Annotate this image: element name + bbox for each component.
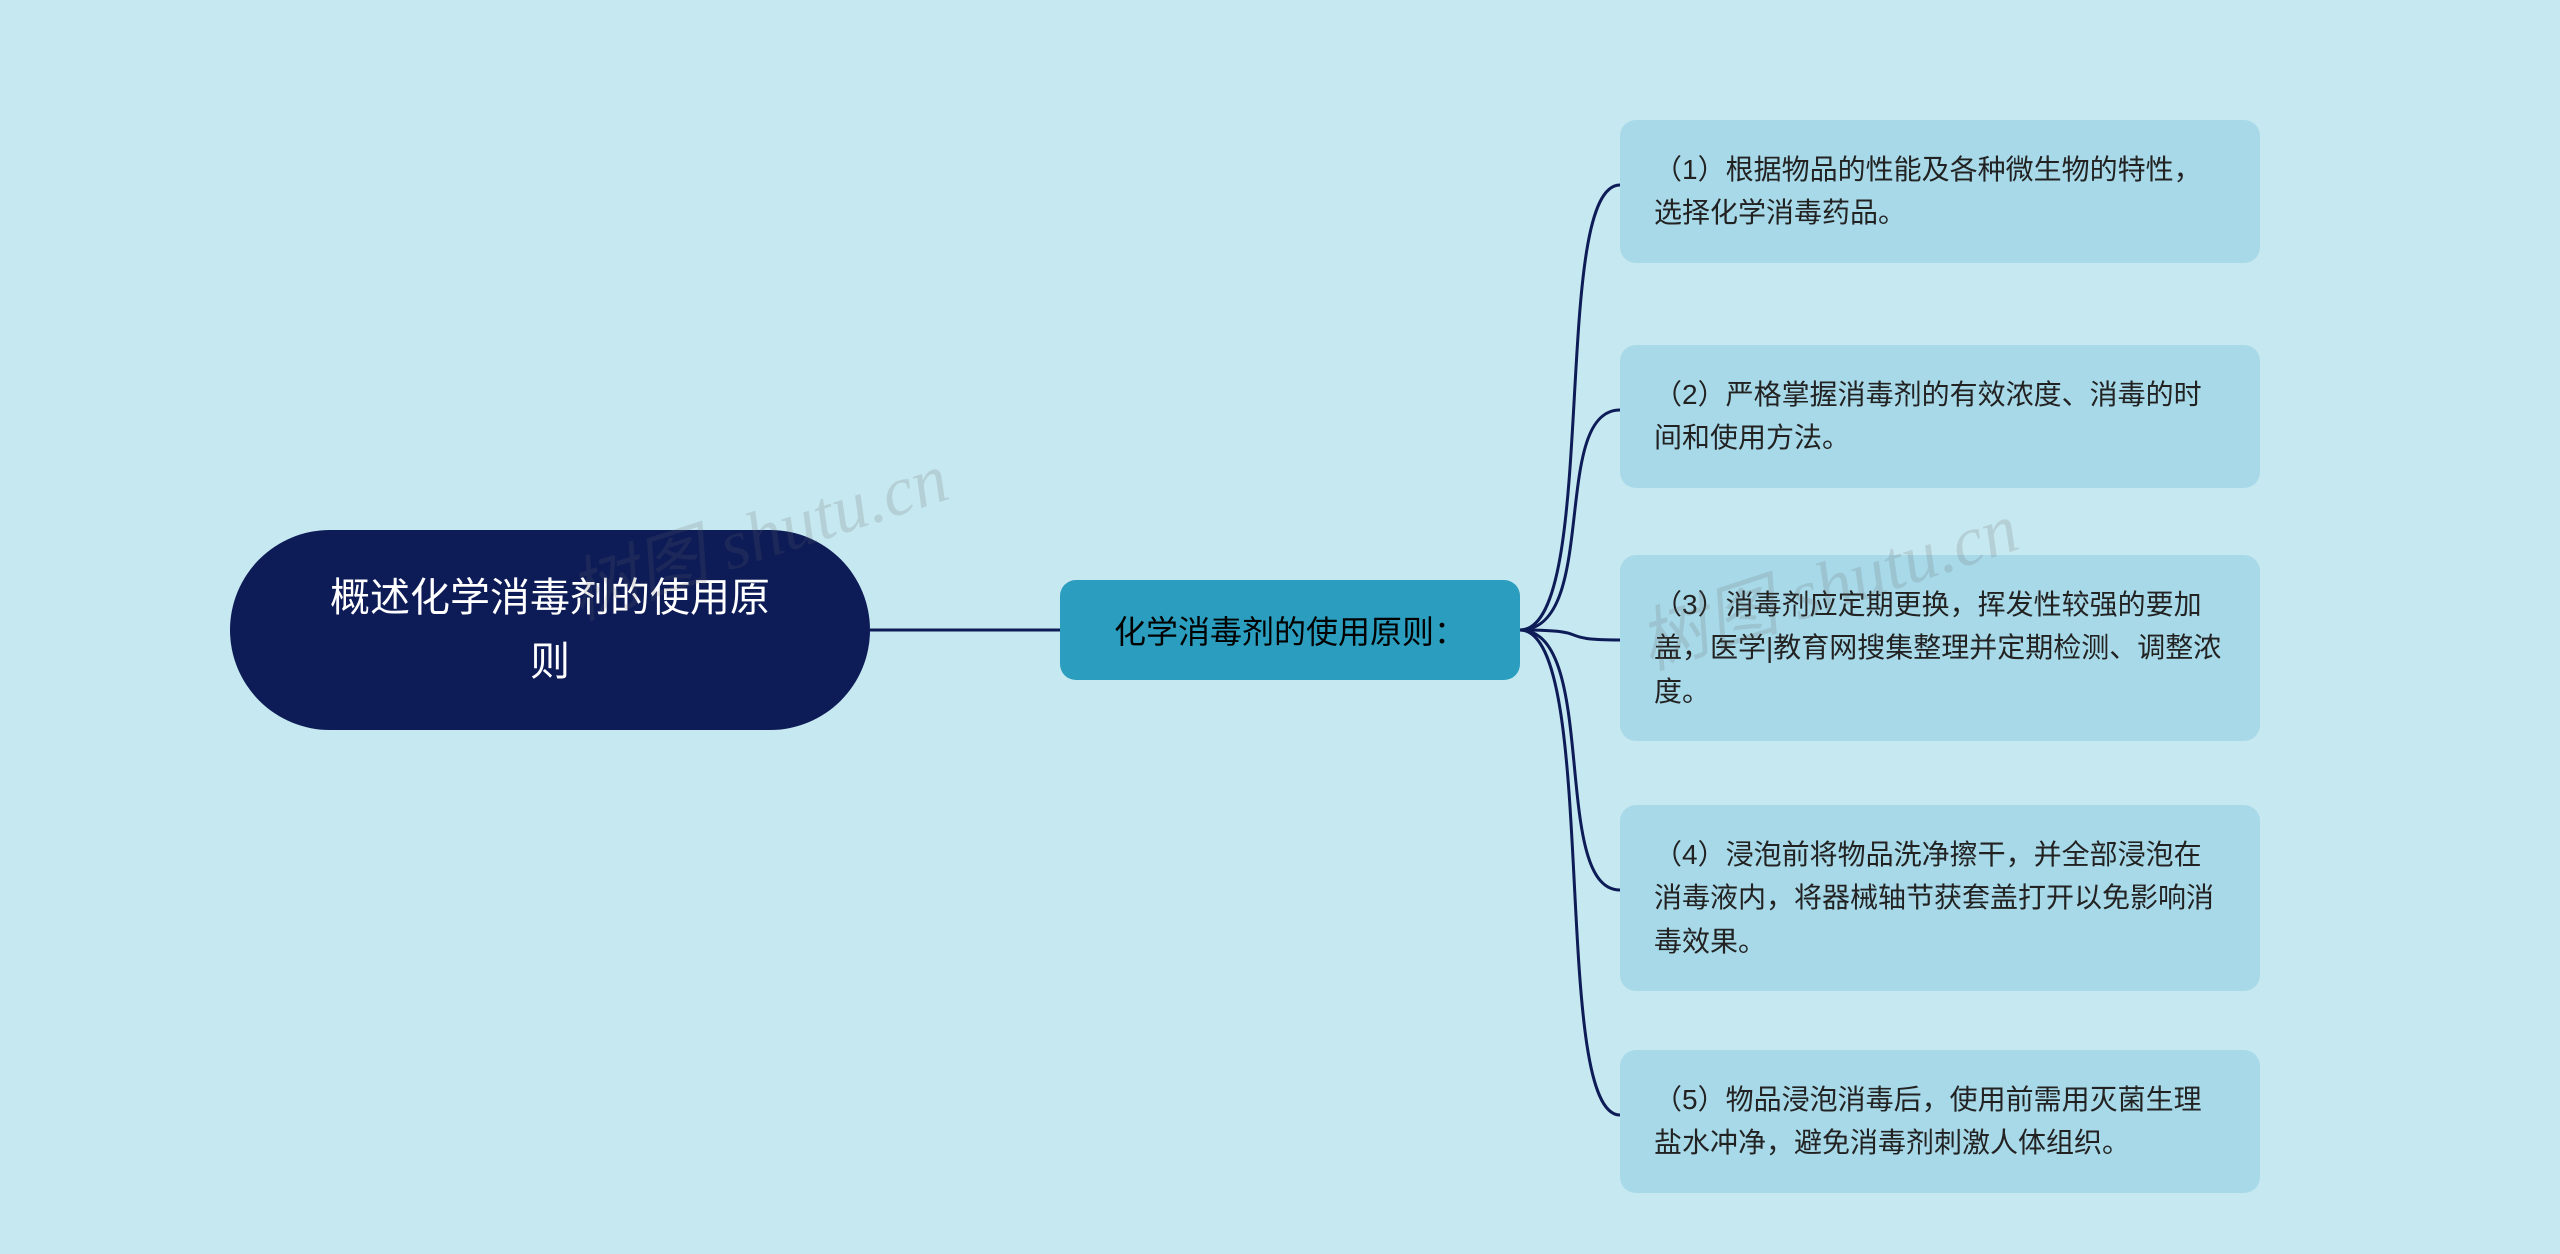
- leaf-node-4: （4）浸泡前将物品洗净擦干，并全部浸泡在消毒液内，将器械轴节获套盖打开以免影响消…: [1620, 805, 2260, 991]
- leaf-node-text: （1）根据物品的性能及各种微生物的特性，选择化学消毒药品。: [1654, 154, 2202, 228]
- mid-node-text: 化学消毒剂的使用原则：: [1114, 607, 1466, 653]
- mid-node: 化学消毒剂的使用原则：: [1060, 580, 1520, 680]
- leaf-node-2: （2）严格掌握消毒剂的有效浓度、消毒的时间和使用方法。: [1620, 345, 2260, 488]
- root-node-text: 概述化学消毒剂的使用原 则: [330, 566, 770, 694]
- leaf-node-5: （5）物品浸泡消毒后，使用前需用灭菌生理盐水冲净，避免消毒剂刺激人体组织。: [1620, 1050, 2260, 1193]
- leaf-node-text: （2）严格掌握消毒剂的有效浓度、消毒的时间和使用方法。: [1654, 379, 2202, 453]
- leaf-node-text: （5）物品浸泡消毒后，使用前需用灭菌生理盐水冲净，避免消毒剂刺激人体组织。: [1654, 1084, 2202, 1158]
- leaf-node-text: （3）消毒剂应定期更换，挥发性较强的要加盖，医学|教育网搜集整理并定期检测、调整…: [1654, 589, 2221, 707]
- root-node: 概述化学消毒剂的使用原 则: [230, 530, 870, 730]
- leaf-node-3: （3）消毒剂应定期更换，挥发性较强的要加盖，医学|教育网搜集整理并定期检测、调整…: [1620, 555, 2260, 741]
- leaf-node-text: （4）浸泡前将物品洗净擦干，并全部浸泡在消毒液内，将器械轴节获套盖打开以免影响消…: [1654, 839, 2214, 957]
- leaf-node-1: （1）根据物品的性能及各种微生物的特性，选择化学消毒药品。: [1620, 120, 2260, 263]
